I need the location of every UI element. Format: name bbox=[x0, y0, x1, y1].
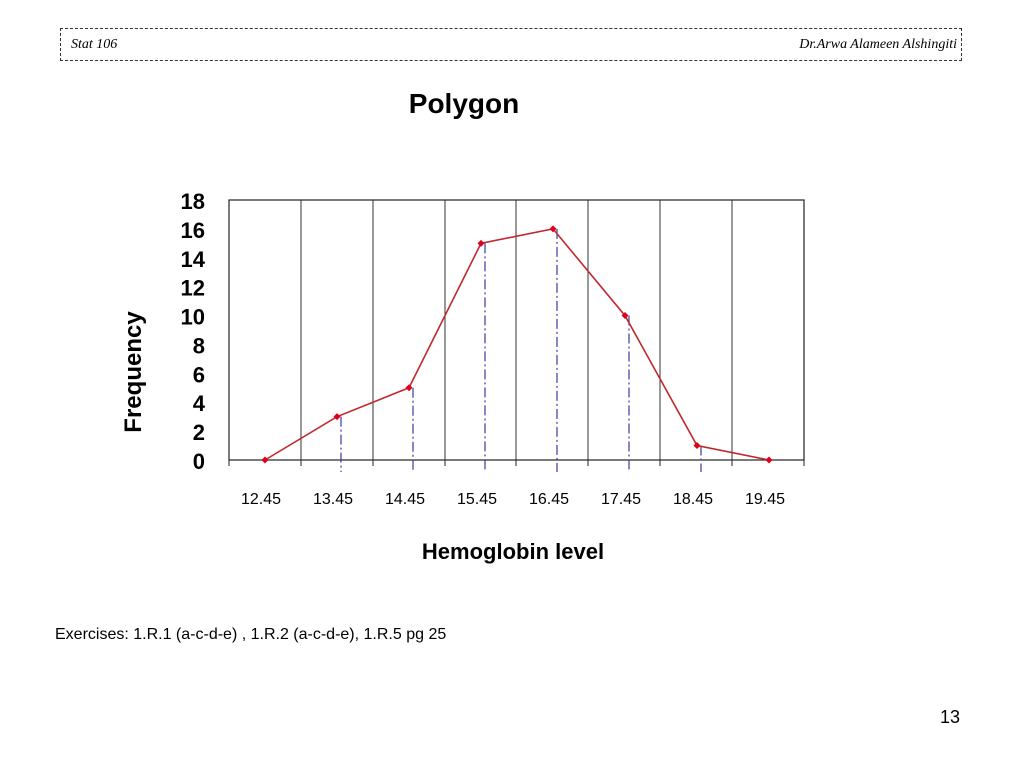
slide-header: Stat 106 Dr.Arwa Alameen Alshingiti bbox=[60, 28, 962, 61]
y-tick-label: 14 bbox=[181, 247, 206, 272]
x-tick-label: 14.45 bbox=[385, 491, 425, 508]
x-tick-label: 18.45 bbox=[673, 491, 713, 508]
x-tick-label: 12.45 bbox=[241, 491, 281, 508]
data-point-marker bbox=[333, 413, 341, 421]
x-axis-label: Hemoglobin level bbox=[422, 539, 604, 564]
y-tick-label: 0 bbox=[193, 449, 205, 474]
course-label: Stat 106 bbox=[71, 37, 118, 52]
data-point-marker bbox=[477, 239, 485, 247]
data-point-marker bbox=[261, 456, 269, 464]
data-point-marker bbox=[621, 312, 629, 320]
x-tick-label: 19.45 bbox=[745, 491, 785, 508]
x-tick-label: 16.45 bbox=[529, 491, 569, 508]
data-point-marker bbox=[549, 225, 557, 233]
frequency-polygon-line bbox=[264, 228, 770, 461]
page-number: 13 bbox=[940, 707, 961, 727]
y-tick-label: 10 bbox=[181, 305, 205, 330]
y-tick-label: 6 bbox=[193, 362, 205, 387]
y-axis-label: Frequency bbox=[120, 311, 147, 433]
x-tick-label: 15.45 bbox=[457, 491, 497, 508]
x-tick-label: 17.45 bbox=[601, 491, 641, 508]
y-tick-label: 16 bbox=[181, 218, 205, 243]
y-tick-label: 4 bbox=[193, 391, 206, 416]
data-point-marker bbox=[765, 456, 773, 464]
data-point-marker bbox=[693, 442, 701, 450]
chart-title: Polygon bbox=[408, 88, 520, 119]
data-point-marker bbox=[405, 384, 413, 392]
x-tick-label: 13.45 bbox=[313, 491, 353, 508]
author-label: Dr.Arwa Alameen Alshingiti bbox=[799, 37, 957, 52]
y-tick-label: 2 bbox=[193, 420, 205, 445]
y-tick-label: 12 bbox=[181, 276, 205, 301]
y-tick-label: 8 bbox=[193, 333, 205, 358]
y-tick-label: 18 bbox=[181, 189, 205, 214]
exercises-note: Exercises: 1.R.1 (a-c-d-e) , 1.R.2 (a-c-… bbox=[55, 626, 447, 643]
